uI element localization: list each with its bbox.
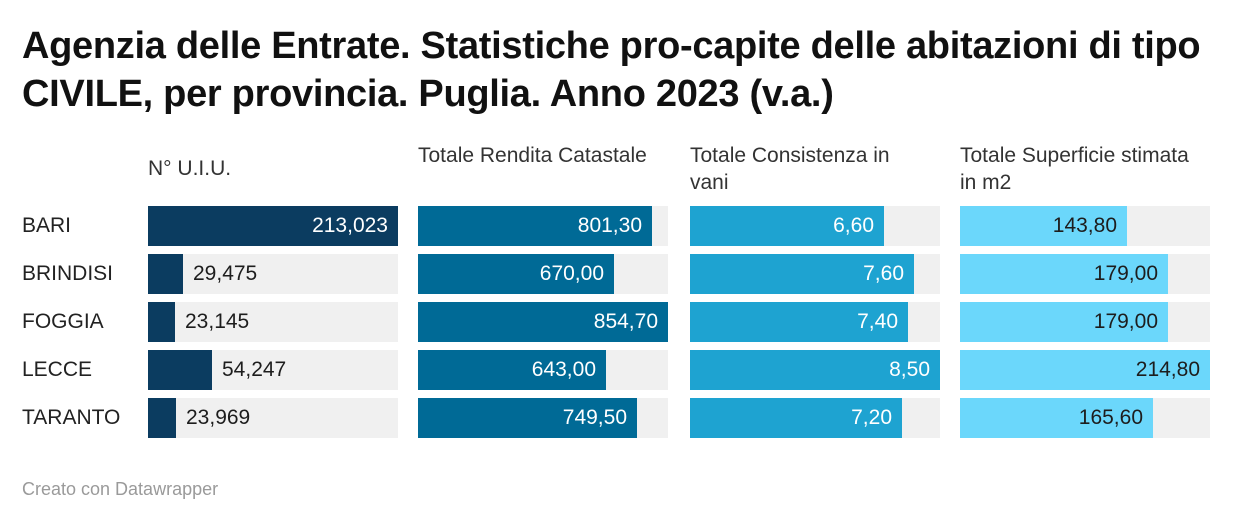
value-label: 7,20	[851, 406, 892, 429]
bar-track: 7,20	[690, 398, 940, 438]
bar-lecce-series-1[interactable]	[148, 350, 212, 390]
bar-brindisi-series-4[interactable]	[960, 254, 1168, 294]
bar-lecce-series-2[interactable]	[418, 350, 606, 390]
bar-brindisi-series-2[interactable]	[418, 254, 614, 294]
bar-foggia-series-2[interactable]	[418, 302, 668, 342]
bar-track: 8,50	[690, 350, 940, 390]
bar-taranto-series-2[interactable]	[418, 398, 637, 438]
bar-track: 7,60	[690, 254, 940, 294]
value-label: 749,50	[562, 406, 627, 429]
bar-taranto-series-4[interactable]	[960, 398, 1153, 438]
bar-track: 143,80	[960, 206, 1210, 246]
bar-track: 6,60	[690, 206, 940, 246]
bar-track: 29,475	[148, 254, 398, 294]
value-label: 179,00	[1093, 262, 1158, 285]
bar-bari-series-2[interactable]	[418, 206, 652, 246]
value-label: 854,70	[593, 310, 658, 333]
bar-foggia-series-3[interactable]	[690, 302, 908, 342]
value-label: 670,00	[539, 262, 604, 285]
bar-taranto-series-3[interactable]	[690, 398, 902, 438]
bar-track: 670,00	[418, 254, 668, 294]
bar-track: 23,145	[148, 302, 398, 342]
bar-bari-series-3[interactable]	[690, 206, 884, 246]
row-label-brindisi: BRINDISI	[22, 262, 114, 285]
value-label: 643,00	[531, 358, 596, 381]
row-label-lecce: LECCE	[22, 358, 93, 381]
bar-track: 179,00	[960, 302, 1210, 342]
bar-brindisi-series-1[interactable]	[148, 254, 183, 294]
row-label-foggia: FOGGIA	[22, 310, 104, 333]
value-label: 6,60	[833, 214, 874, 237]
value-label: 7,60	[863, 262, 904, 285]
column-header-1: N° U.I.U.	[148, 157, 232, 180]
bar-track: 179,00	[960, 254, 1210, 294]
column-header-4: Totale Superficie stimata in m2	[960, 144, 1189, 194]
value-label: 23,145	[185, 310, 250, 333]
bar-track: 854,70	[418, 302, 668, 342]
bar-track: 54,247	[148, 350, 398, 390]
column-header-2: Totale Rendita Catastale	[418, 144, 647, 167]
bar-brindisi-series-3[interactable]	[690, 254, 914, 294]
value-label: 179,00	[1093, 310, 1158, 333]
bar-lecce-series-3[interactable]	[690, 350, 940, 390]
bar-track: 7,40	[690, 302, 940, 342]
value-label: 213,023	[312, 214, 388, 237]
bar-track: 23,969	[148, 398, 398, 438]
value-label: 8,50	[889, 358, 930, 381]
bar-track: 214,80	[960, 350, 1210, 390]
row-label-taranto: TARANTO	[22, 406, 121, 429]
bar-track: 213,023	[148, 206, 398, 246]
row-label-bari: BARI	[22, 214, 72, 237]
column-header-3: Totale Consistenza in vani	[690, 144, 890, 194]
value-label: 143,80	[1052, 214, 1117, 237]
footer-credit[interactable]: Creato con Datawrapper	[22, 479, 219, 499]
bar-lecce-series-4[interactable]	[960, 350, 1210, 390]
chart-title: Agenzia delle Entrate. Statistiche pro-c…	[22, 25, 1201, 115]
bar-taranto-series-1[interactable]	[148, 398, 176, 438]
bar-track: 801,30	[418, 206, 668, 246]
value-label: 29,475	[193, 262, 258, 285]
bar-foggia-series-4[interactable]	[960, 302, 1168, 342]
bar-track: 165,60	[960, 398, 1210, 438]
bar-track: 749,50	[418, 398, 668, 438]
bar-track: 643,00	[418, 350, 668, 390]
value-label: 54,247	[222, 358, 287, 381]
bar-bari-series-4[interactable]	[960, 206, 1127, 246]
value-label: 7,40	[857, 310, 898, 333]
value-label: 165,60	[1078, 406, 1143, 429]
bar-foggia-series-1[interactable]	[148, 302, 175, 342]
value-label: 23,969	[186, 406, 251, 429]
value-label: 801,30	[577, 214, 642, 237]
value-label: 214,80	[1135, 358, 1200, 381]
bar-bari-series-1[interactable]	[148, 206, 398, 246]
